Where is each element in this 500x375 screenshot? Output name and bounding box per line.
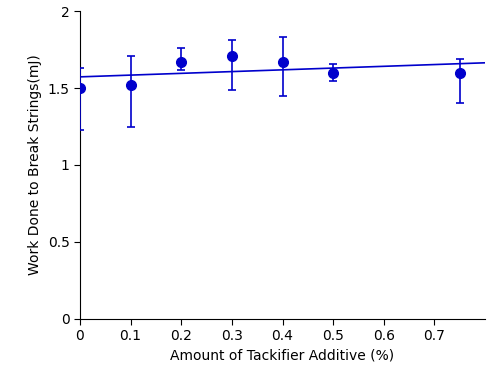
Y-axis label: Work Done to Break Strings(mJ): Work Done to Break Strings(mJ) [28, 55, 42, 275]
X-axis label: Amount of Tackifier Additive (%): Amount of Tackifier Additive (%) [170, 349, 394, 363]
